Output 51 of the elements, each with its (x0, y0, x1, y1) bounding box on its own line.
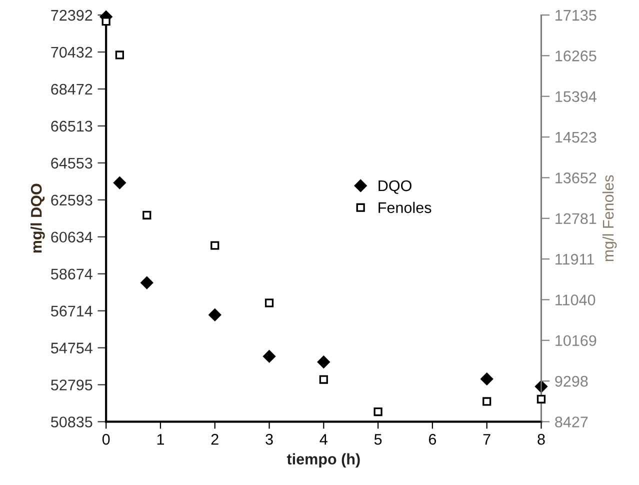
point (208, 308, 222, 322)
y-tick-label: 70432 (51, 46, 92, 58)
y-tick-label: 68472 (51, 84, 92, 95)
y-tick-label: 72392 (51, 10, 92, 21)
y2-tick-label: 12781 (556, 213, 596, 224)
point (319, 375, 328, 384)
legend-label: Fenoles (378, 202, 432, 214)
x-tick-label: 1 (157, 434, 164, 445)
y2-tick-label: 15394 (556, 91, 596, 102)
point (374, 407, 382, 416)
y2-tick-label: 11040 (556, 294, 596, 306)
y-tick-label: 54754 (51, 342, 92, 354)
x-tick-label: 4 (320, 434, 328, 445)
point (210, 241, 220, 250)
x-tick-label: 0 (102, 434, 110, 445)
y-tick-label: 58674 (51, 268, 92, 280)
point (536, 394, 546, 404)
y2-tick-label: 16265 (556, 50, 596, 62)
y2-tick-label: 14523 (556, 132, 596, 143)
y-tick-label: 50835 (51, 416, 92, 428)
point (113, 176, 126, 190)
point (264, 298, 274, 308)
y2-tick-label: 11911 (556, 254, 594, 265)
y-tick-label: 66513 (51, 120, 92, 132)
x-tick-label: 2 (211, 434, 218, 445)
x-axis-title: tiempo (h) (286, 453, 360, 468)
y-tick-label: 60634 (51, 232, 92, 243)
y-axis-title: mg/l DQO (30, 184, 45, 253)
point (263, 350, 276, 363)
y2-tick-label: 13652 (556, 172, 596, 184)
x-tick-label: 3 (266, 434, 273, 445)
y2-tick-label: 10169 (556, 335, 596, 346)
point (480, 372, 494, 386)
x-tick-label: 6 (428, 434, 436, 445)
point (115, 50, 124, 60)
y2-tick-label: 9298 (555, 376, 588, 387)
y-tick-label: 64553 (51, 158, 92, 169)
legend-label: DQO (378, 180, 412, 194)
point (482, 397, 492, 406)
point (317, 356, 330, 368)
point (140, 276, 154, 290)
x-tick-label: 7 (483, 434, 490, 445)
y2-tick-label: 8427 (555, 416, 588, 428)
x-tick-label: 8 (538, 434, 545, 445)
y-tick-label: 56714 (51, 306, 92, 316)
x-tick-label: 5 (374, 434, 382, 445)
point (142, 210, 152, 220)
y-tick-label: 52795 (51, 380, 92, 390)
y2-axis-title: mg/l Fenoles (602, 175, 617, 262)
y-tick-label: 62593 (51, 194, 92, 206)
y2-tick-label: 17135 (556, 10, 596, 21)
